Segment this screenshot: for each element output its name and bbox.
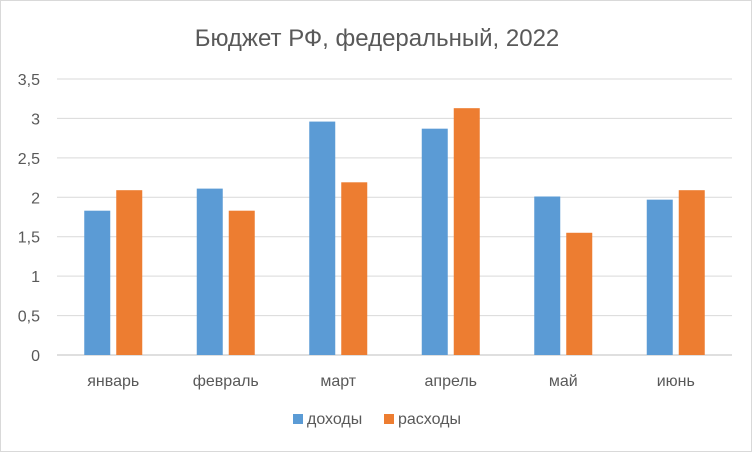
bar-расходы	[453, 108, 480, 355]
bar-доходы	[646, 199, 673, 355]
legend-swatch-расходы	[384, 414, 394, 424]
legend-swatch-доходы	[293, 414, 303, 424]
bar-доходы	[309, 121, 336, 355]
legend-label: доходы	[307, 411, 362, 428]
bar-доходы	[534, 196, 561, 355]
y-tick-label: 3,5	[18, 72, 40, 89]
bar-расходы	[341, 182, 368, 355]
chart-title: Бюджет РФ, федеральный, 2022	[195, 25, 560, 52]
bar-доходы	[421, 128, 448, 355]
bar-доходы	[84, 210, 111, 355]
y-tick-label: 0	[31, 348, 40, 365]
bar-расходы	[228, 210, 255, 355]
x-tick-label: июнь	[657, 373, 695, 390]
legend: доходы расходы	[293, 411, 461, 428]
y-tick-label: 0,5	[18, 309, 40, 326]
x-tick-label: май	[549, 373, 578, 390]
x-tick-label: март	[320, 373, 356, 390]
y-tick-label: 2,5	[18, 151, 40, 168]
x-axis-ticks: январь февраль март апрель май июнь	[87, 373, 695, 390]
y-tick-label: 3	[31, 111, 40, 128]
x-tick-label: апрель	[425, 373, 478, 390]
y-tick-label: 1,5	[18, 230, 40, 247]
y-tick-label: 1	[31, 269, 40, 286]
legend-label: расходы	[398, 411, 461, 428]
bar-расходы	[116, 190, 143, 355]
y-tick-label: 2	[31, 190, 40, 207]
bars	[84, 108, 705, 355]
x-tick-label: январь	[87, 373, 139, 390]
bar-расходы	[678, 190, 705, 355]
gridlines	[57, 78, 732, 356]
y-axis-ticks: 0 0,5 1 1,5 2 2,5 3 3,5	[18, 72, 40, 365]
bar-доходы	[196, 188, 223, 355]
x-tick-label: февраль	[193, 373, 259, 390]
bar-расходы	[566, 232, 593, 355]
